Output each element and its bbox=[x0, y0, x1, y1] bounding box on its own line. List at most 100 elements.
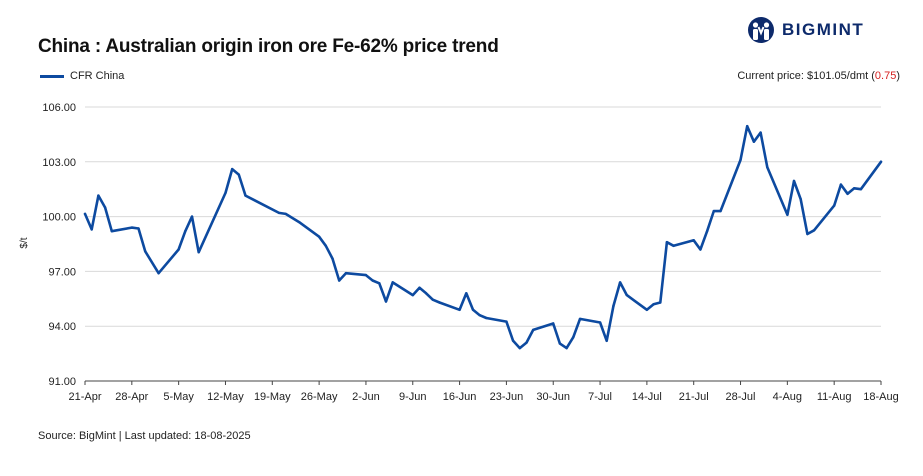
data-point bbox=[237, 173, 240, 176]
data-point bbox=[324, 244, 327, 247]
x-tick-label: 28-Jul bbox=[726, 391, 756, 403]
data-point bbox=[431, 298, 434, 301]
data-point bbox=[244, 194, 247, 197]
data-point bbox=[411, 293, 414, 297]
data-point bbox=[231, 167, 234, 171]
y-tick-label: 97.00 bbox=[48, 266, 76, 278]
x-tick-label: 23-Jun bbox=[490, 391, 524, 403]
current-change-close: ) bbox=[896, 70, 900, 82]
data-point bbox=[645, 308, 649, 311]
data-point bbox=[317, 235, 321, 238]
current-change-open: ( bbox=[868, 70, 875, 82]
data-point bbox=[371, 279, 374, 282]
data-point bbox=[525, 341, 528, 344]
data-point bbox=[839, 183, 843, 186]
x-tick-label: 11-Aug bbox=[817, 391, 852, 403]
x-tick-label: 5-May bbox=[163, 391, 194, 403]
data-point bbox=[853, 187, 856, 190]
y-axis-label: $/t bbox=[19, 237, 30, 248]
series-layer bbox=[83, 124, 883, 350]
data-point bbox=[786, 213, 789, 216]
data-point bbox=[438, 301, 441, 304]
y-tick-label: 91.00 bbox=[48, 376, 76, 388]
data-point bbox=[558, 342, 562, 345]
x-tick-label: 21-Jul bbox=[679, 391, 709, 403]
data-point bbox=[792, 179, 796, 183]
current-price-label: Current price: $101.05/dmt bbox=[737, 70, 869, 82]
data-point bbox=[190, 215, 194, 218]
x-tick-label: 19-May bbox=[254, 391, 291, 403]
x-tick-label: 30-Jun bbox=[536, 391, 570, 403]
data-point bbox=[879, 160, 883, 163]
x-tick-label: 14-Jul bbox=[632, 391, 662, 403]
data-point bbox=[130, 226, 133, 229]
data-point bbox=[598, 321, 602, 324]
x-tick-label: 28-Apr bbox=[115, 391, 148, 403]
data-point bbox=[759, 131, 762, 134]
data-point bbox=[157, 272, 160, 275]
data-point bbox=[552, 322, 555, 325]
data-point bbox=[110, 230, 114, 233]
data-point bbox=[799, 198, 802, 201]
axes: 91.00 94.00 97.00 100.00 103.00 106.00 21-Apr 2… bbox=[42, 102, 898, 403]
series-line-cfr-china bbox=[83, 124, 883, 350]
x-tick-label: 12-May bbox=[207, 391, 244, 403]
data-point bbox=[612, 304, 615, 308]
x-tick-label: 16-Jun bbox=[443, 391, 477, 403]
x-tick-label: 26-May bbox=[301, 391, 338, 403]
y-tick-label: 94.00 bbox=[48, 321, 76, 333]
data-point bbox=[384, 300, 388, 303]
x-tick-label: 21-Apr bbox=[68, 391, 101, 403]
data-point bbox=[331, 257, 334, 260]
data-point bbox=[378, 282, 381, 285]
data-point bbox=[746, 125, 749, 128]
data-point bbox=[518, 346, 521, 350]
logo-text: BIGMINT bbox=[782, 20, 865, 39]
data-point bbox=[806, 232, 809, 236]
chart-legend: CFR China bbox=[40, 70, 124, 82]
data-point bbox=[338, 279, 341, 282]
data-point bbox=[859, 188, 863, 191]
data-point bbox=[424, 292, 428, 295]
data-point bbox=[277, 211, 281, 215]
x-tick-label: 18-Aug bbox=[863, 391, 898, 403]
data-point bbox=[672, 244, 675, 247]
data-point bbox=[364, 273, 368, 277]
data-point bbox=[485, 316, 488, 320]
x-tick-label: 4-Aug bbox=[773, 391, 802, 403]
brand-logo: BIGMINT bbox=[746, 16, 864, 44]
data-point bbox=[766, 166, 769, 169]
x-tick-label: 9-Jun bbox=[399, 391, 427, 403]
data-point bbox=[90, 228, 93, 231]
data-point bbox=[699, 248, 702, 251]
data-point bbox=[719, 209, 722, 213]
y-tick-label: 106.00 bbox=[42, 102, 76, 114]
data-point bbox=[97, 194, 100, 197]
data-point bbox=[465, 292, 468, 295]
y-tick-label: 100.00 bbox=[42, 212, 76, 224]
data-point bbox=[177, 248, 180, 251]
data-point bbox=[471, 308, 475, 311]
data-point bbox=[391, 281, 394, 284]
data-point bbox=[197, 251, 200, 254]
current-price-change: 0.75 bbox=[874, 70, 897, 82]
data-point bbox=[83, 212, 87, 216]
data-point bbox=[103, 206, 107, 209]
x-tick-label: 7-Jul bbox=[588, 391, 612, 403]
data-point bbox=[572, 336, 575, 339]
bigmint-logo-icon bbox=[748, 17, 774, 43]
y-tick-label: 103.00 bbox=[42, 157, 76, 169]
data-point bbox=[833, 204, 836, 207]
legend-label: CFR China bbox=[70, 70, 125, 82]
data-point bbox=[511, 339, 515, 342]
chart-title: China : Australian origin iron ore Fe-62… bbox=[38, 36, 499, 57]
data-point bbox=[505, 320, 508, 323]
data-point bbox=[224, 191, 227, 195]
legend-swatch bbox=[40, 74, 64, 78]
data-point bbox=[478, 314, 481, 317]
data-point bbox=[659, 301, 662, 304]
data-point bbox=[532, 328, 535, 332]
data-point bbox=[812, 229, 816, 232]
data-point bbox=[692, 239, 695, 242]
